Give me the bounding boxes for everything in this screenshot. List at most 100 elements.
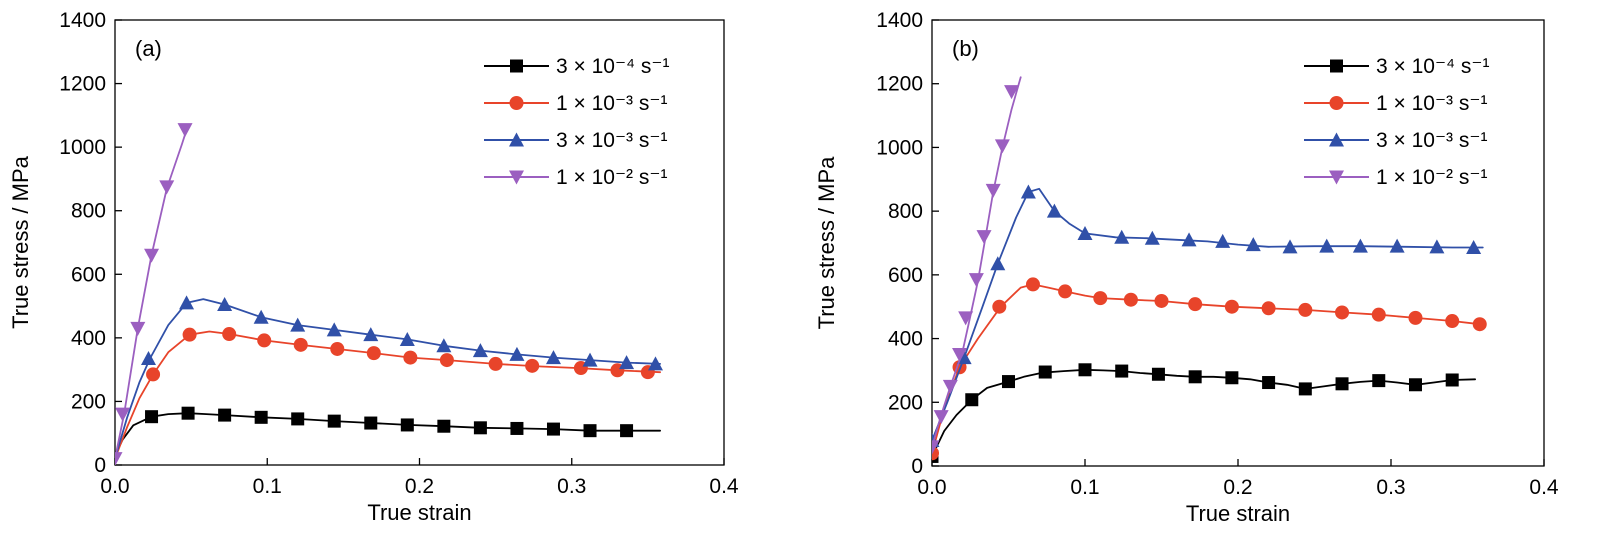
- data-point-a-2: [140, 351, 156, 366]
- data-point-b-2: [1352, 238, 1368, 253]
- data-point-a-3: [130, 321, 146, 336]
- data-point-b-2: [1282, 239, 1298, 254]
- x-tick-label-a: 0.4: [709, 475, 739, 498]
- data-point-a-1: [182, 327, 197, 342]
- data-point-b-3: [1004, 85, 1020, 100]
- y-tick-label-b: 200: [888, 391, 923, 414]
- data-point-b-3: [985, 183, 1001, 198]
- data-point-b-1: [1154, 293, 1169, 308]
- data-point-b-1: [1335, 305, 1350, 320]
- legend-label-a-1: 1 × 10⁻³ s⁻¹: [556, 92, 667, 115]
- series-b-0: [932, 363, 1476, 463]
- series-b-3: [932, 76, 1022, 455]
- y-tick-label-b: 1200: [876, 73, 923, 96]
- data-point-a-0: [327, 414, 341, 428]
- y-tick-label-b: 800: [888, 200, 923, 223]
- data-point-a-1: [366, 346, 381, 361]
- data-point-b-0: [1298, 382, 1312, 396]
- data-point-a-0: [546, 422, 560, 436]
- y-tick-label-a: 1000: [59, 136, 106, 159]
- y-tick-label-a: 1200: [59, 73, 106, 96]
- chart-b-svg: 0.0 0.1 0.2 0.3 0.4 0 200 400 600 800 1000 1200 1400…: [814, 9, 1559, 526]
- plot-frame-b: [931, 19, 1545, 467]
- data-point-a-3: [177, 123, 193, 138]
- chart-a-svg: 0.0 0.1 0.2 0.3 0.4 0 200 400 600 800 1000 1200 1400…: [8, 9, 739, 525]
- chart-panel-b: 0.0 0.1 0.2 0.3 0.4 0 200 400 600 800 1000 1200 1400…: [806, 0, 1612, 558]
- x-tick-label-b: 0.3: [1376, 476, 1405, 499]
- data-point-a-2: [326, 322, 342, 337]
- x-tick-label-b: 0.1: [1070, 476, 1099, 499]
- data-point-a-2: [582, 352, 598, 367]
- series-line-b-3: [932, 76, 1022, 448]
- data-point-b-1: [1123, 292, 1138, 307]
- x-axis-title-b: True strain: [1186, 501, 1290, 526]
- legend-b: 3 × 10⁻⁴ s⁻¹ 1 × 10⁻³ s⁻¹ 3 × 10⁻³ s⁻¹ 1 × …: [1304, 55, 1490, 189]
- x-tick-label-b: 0.4: [1529, 476, 1559, 499]
- data-point-b-0: [1002, 375, 1015, 389]
- series-line-b-2: [932, 187, 1484, 442]
- data-point-b-3: [968, 273, 984, 288]
- y-tick-label-a: 400: [71, 327, 106, 350]
- panel-label-b: (b): [952, 36, 979, 61]
- y-tick-label-a: 1400: [59, 9, 106, 32]
- series-b-1: [932, 277, 1487, 461]
- series-a-0: [115, 406, 661, 457]
- y-tick-label-b: 400: [888, 328, 923, 351]
- data-point-a-0: [145, 410, 159, 424]
- data-point-b-3: [976, 230, 992, 245]
- series-line-b-1: [932, 283, 1481, 455]
- data-point-a-2: [472, 343, 488, 358]
- data-point-b-0: [1262, 376, 1276, 390]
- data-point-b-3: [958, 311, 974, 326]
- data-point-a-2: [545, 350, 561, 365]
- y-tick-label-b: 600: [888, 264, 923, 287]
- data-point-a-0: [291, 412, 305, 426]
- data-point-a-2: [509, 346, 525, 361]
- x-tick-label-a: 0.1: [253, 475, 282, 498]
- x-axis-title-a: True strain: [367, 500, 471, 525]
- y-tick-label-b: 1000: [876, 136, 923, 159]
- data-point-b-2: [1245, 237, 1261, 252]
- data-point-b-1: [1093, 291, 1108, 306]
- panel-label-a: (a): [135, 36, 162, 61]
- data-point-b-0: [1408, 378, 1422, 392]
- data-point-a-0: [364, 416, 378, 430]
- y-axis-title-a: True stress / MPa: [8, 155, 33, 329]
- data-point-b-0: [965, 393, 979, 407]
- x-tick-label-b: 0.2: [1223, 476, 1252, 499]
- data-point-b-1: [1058, 284, 1073, 299]
- y-tick-label-b: 1400: [876, 9, 923, 32]
- data-point-b-2: [1215, 233, 1231, 248]
- legend-label-a-2: 3 × 10⁻³ s⁻¹: [556, 129, 667, 152]
- data-point-a-3: [144, 248, 160, 263]
- data-point-a-2: [619, 355, 635, 370]
- legend-label-b-0: 3 × 10⁻⁴ s⁻¹: [1376, 55, 1490, 78]
- legend-label-b-1: 1 × 10⁻³ s⁻¹: [1376, 92, 1487, 115]
- data-point-a-1: [330, 341, 345, 356]
- legend-label-a-0: 3 × 10⁻⁴ s⁻¹: [556, 55, 670, 78]
- data-point-b-2: [990, 256, 1006, 271]
- y-tick-label-b: 0: [911, 455, 923, 478]
- data-point-b-1: [1371, 307, 1386, 322]
- data-point-b-2: [1046, 203, 1062, 218]
- legend-swatch-marker-b-0: [1330, 59, 1343, 73]
- y-tick-label-a: 600: [71, 263, 106, 286]
- data-point-b-0: [1188, 370, 1202, 384]
- y-tick-label-a: 0: [94, 454, 106, 477]
- data-point-a-0: [218, 408, 232, 422]
- series-b-2: [932, 184, 1484, 448]
- data-point-b-2: [1466, 239, 1482, 254]
- data-point-a-1: [222, 327, 237, 342]
- data-point-a-2: [179, 295, 195, 310]
- y-tick-label-a: 800: [71, 200, 106, 223]
- data-point-a-0: [510, 421, 524, 435]
- chart-panel-a: 0.0 0.1 0.2 0.3 0.4 0 200 400 600 800 1000 1200 1400…: [0, 0, 800, 558]
- x-tick-label-b: 0.0: [917, 476, 946, 499]
- data-point-b-3: [932, 440, 940, 455]
- data-point-b-0: [1038, 365, 1052, 379]
- data-point-b-2: [1389, 238, 1405, 253]
- data-point-a-2: [399, 331, 415, 346]
- data-point-b-1: [1025, 277, 1040, 292]
- data-point-b-1: [1298, 302, 1313, 317]
- data-point-b-2: [1077, 225, 1093, 240]
